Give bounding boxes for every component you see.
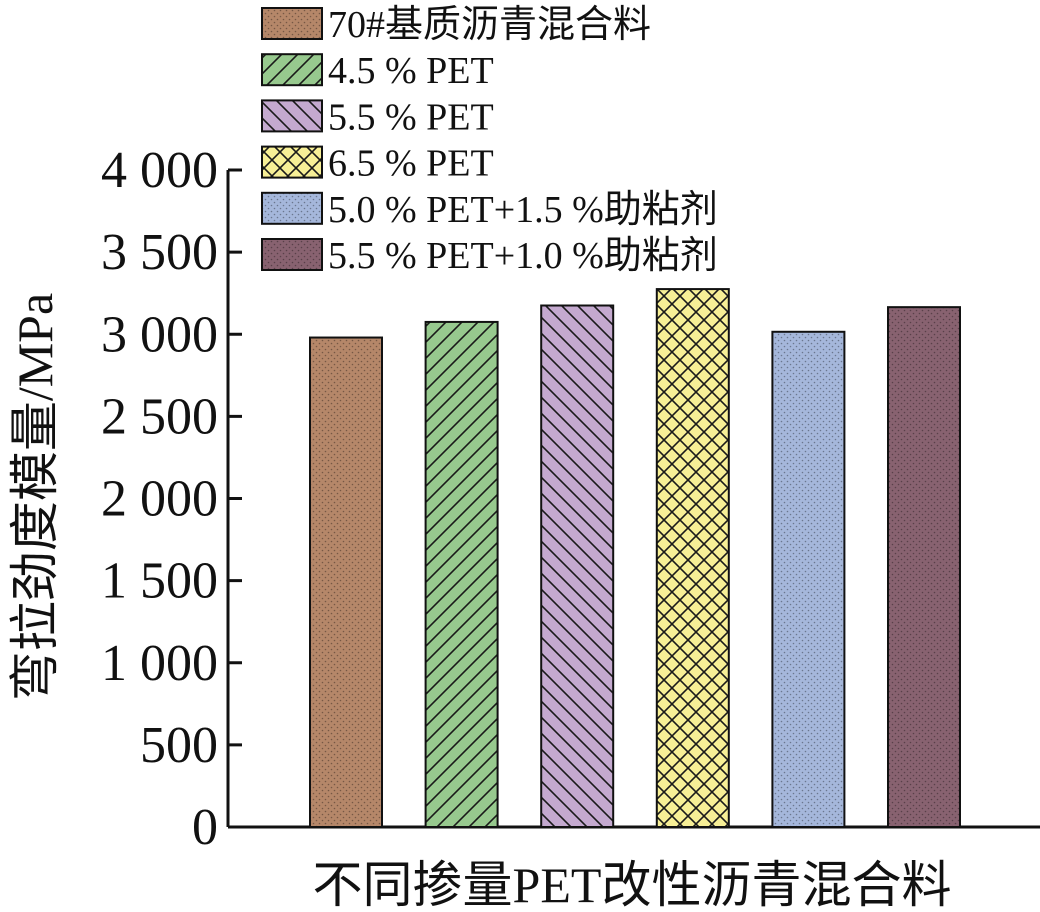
- bar: [309, 336, 383, 828]
- bar: [424, 320, 499, 828]
- axes: 0 500 1 000 1 500 2 000 2 500 3 000 3 500 4 000: [101, 142, 1040, 856]
- bar: [655, 288, 730, 828]
- y-tick-label: 2 500: [101, 388, 218, 445]
- y-tick-label: 3 500: [101, 224, 218, 281]
- y-tick-label: 1 000: [101, 635, 218, 692]
- legend-label: 70#基质沥青混合料: [328, 4, 651, 46]
- legend-item: 4.5 % PET: [261, 50, 494, 92]
- bar: [771, 330, 846, 828]
- legend-swatch: [261, 191, 323, 225]
- legend-item: 6.5 % PET: [261, 143, 494, 185]
- legend-swatch: [261, 145, 323, 179]
- legend-item: 5.5 % PET: [261, 96, 494, 138]
- legend-label: 6.5 % PET: [328, 143, 494, 185]
- legend-item: 5.0 % PET+1.5 %助粘剂: [261, 189, 718, 231]
- y-tick-label: 4 000: [101, 142, 218, 199]
- legend-label: 5.5 % PET: [328, 96, 494, 138]
- y-tick-label: 0: [192, 799, 218, 856]
- legend-swatch: [261, 53, 323, 87]
- bar: [540, 304, 615, 829]
- legend-label: 4.5 % PET: [328, 50, 494, 92]
- legend-item: 5.5 % PET+1.0 %助粘剂: [261, 235, 718, 277]
- y-tick-label: 3 000: [101, 306, 218, 363]
- legend-label: 5.0 % PET+1.5 %助粘剂: [328, 189, 718, 231]
- y-axis-title: 弯拉劲度模量/MPa: [7, 293, 63, 701]
- bars: [309, 288, 961, 829]
- y-tick-label: 1 500: [101, 553, 218, 610]
- bar: [887, 306, 961, 828]
- legend-label: 5.5 % PET+1.0 %助粘剂: [328, 235, 718, 277]
- y-tick-label: 2 000: [101, 471, 218, 528]
- legend-swatch: [261, 99, 323, 133]
- legend-swatch: [261, 238, 323, 271]
- legend-swatch: [261, 7, 323, 40]
- y-tick-label: 500: [140, 717, 218, 774]
- legend-item: 70#基质沥青混合料: [261, 4, 651, 46]
- x-axis-title: 不同掺量PET改性沥青混合料: [313, 857, 952, 912]
